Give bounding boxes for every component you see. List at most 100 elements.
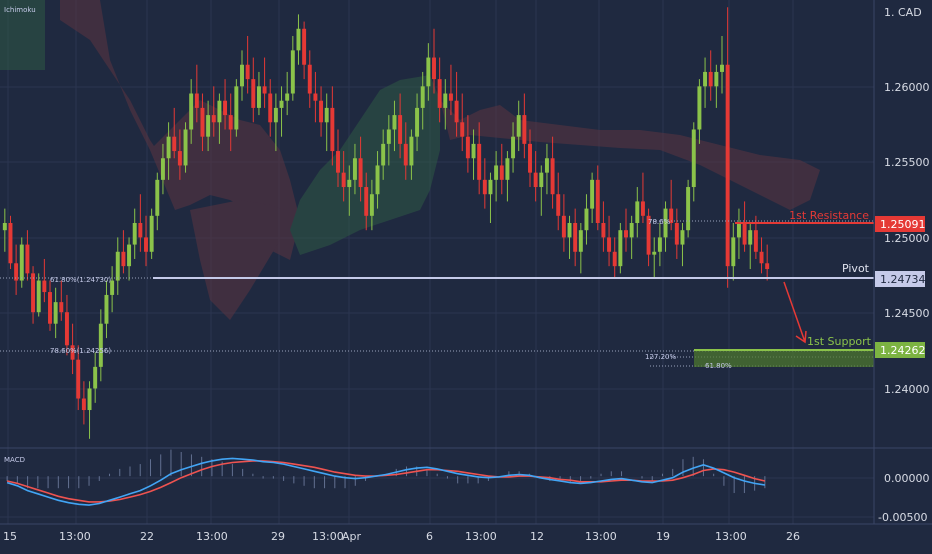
candle-body <box>505 158 510 180</box>
candle-body <box>273 107 278 123</box>
candle-body <box>2 223 7 231</box>
candle-body <box>759 251 764 264</box>
candle-body <box>471 143 476 159</box>
candle-body <box>725 64 730 267</box>
candle-body <box>528 143 532 173</box>
candle-body <box>460 122 465 137</box>
candle-body <box>8 223 13 264</box>
candle-body <box>268 93 273 123</box>
candle-body <box>691 129 696 188</box>
candle-body <box>206 115 211 137</box>
candle-body <box>432 57 436 80</box>
candle-body <box>25 244 30 274</box>
candle-body <box>443 93 448 108</box>
candle-body <box>302 28 307 65</box>
candle-body <box>403 143 408 166</box>
candle-body <box>595 179 600 223</box>
candle-body <box>494 165 499 180</box>
candle-body <box>488 179 493 195</box>
candle-body <box>256 86 261 108</box>
candle-body <box>708 71 713 87</box>
candle-body <box>144 237 148 252</box>
candle-body <box>409 136 414 166</box>
time-label: 26 <box>786 530 800 543</box>
candle-body <box>652 251 657 255</box>
candle-body <box>19 244 24 281</box>
candle-body <box>584 208 589 231</box>
candle-body <box>352 158 357 180</box>
candle-body <box>115 251 120 281</box>
candle-body <box>166 136 171 159</box>
candle-body <box>765 263 770 270</box>
candle-body <box>200 107 205 137</box>
candle-body <box>14 263 19 281</box>
candle-body <box>330 107 335 152</box>
candle-body <box>720 64 724 72</box>
candle-body <box>172 136 177 152</box>
candle-body <box>347 179 352 188</box>
candle-body <box>251 79 256 108</box>
support-price-tag <box>875 342 925 358</box>
candle-body <box>211 115 216 123</box>
candle-body <box>601 223 606 238</box>
candle-body <box>341 172 346 188</box>
candle-body <box>336 151 340 173</box>
candle-body <box>177 151 182 166</box>
candle-body <box>189 93 194 130</box>
pivot-price-text: 1.24734 <box>880 273 926 286</box>
resistance-price-tag <box>875 216 925 232</box>
candle-body <box>748 230 753 245</box>
candle-body <box>42 280 47 293</box>
candle-body <box>465 136 470 159</box>
candle-body <box>544 158 549 173</box>
candle-body <box>477 143 482 180</box>
candle-body <box>533 172 538 188</box>
candle-body <box>194 93 199 108</box>
candle-body <box>127 244 132 267</box>
arrow-head-icon <box>795 330 807 344</box>
candle-body <box>753 230 758 252</box>
candle-body <box>612 251 617 267</box>
candle-body <box>482 179 487 195</box>
candle-body <box>640 201 645 216</box>
macd-tick: 0.00000 <box>884 472 930 485</box>
time-label: 13:00 <box>312 530 344 543</box>
candle-body <box>573 223 578 252</box>
candle-body <box>358 158 363 188</box>
candle-body <box>590 179 595 209</box>
candle-body <box>437 79 442 108</box>
candle-body <box>516 115 521 137</box>
macd-tick: -0.00500 <box>878 511 927 524</box>
candle-body <box>736 223 741 238</box>
candle-body <box>686 187 691 231</box>
candle-body <box>392 115 397 130</box>
candle-body <box>234 86 239 130</box>
candlestick-series <box>2 7 770 439</box>
candle-body <box>93 366 98 389</box>
price-tick: 1.24500 <box>884 307 930 320</box>
candle-body <box>511 136 516 159</box>
support-zone <box>694 349 874 367</box>
candle-body <box>448 93 453 101</box>
candle-body <box>607 237 612 252</box>
candle-body <box>245 64 250 80</box>
candle-body <box>240 64 244 87</box>
ichimoku-cloud <box>0 0 820 320</box>
price-tick: 1.24000 <box>884 383 930 396</box>
candle-body <box>59 302 64 313</box>
candle-body <box>420 86 425 108</box>
pivot-price-tag <box>875 271 925 287</box>
price-axis: 1. CAD 1.26000 1.25500 1.25000 1.24500 1… <box>884 6 930 396</box>
resistance-label: 1st Resistance <box>789 209 869 222</box>
time-label: 13:00 <box>196 530 228 543</box>
price-tick: 1.25000 <box>884 232 930 245</box>
time-label: 13:00 <box>59 530 91 543</box>
candle-body <box>313 93 318 101</box>
candle-body <box>70 345 75 360</box>
candle-body <box>522 115 527 144</box>
candle-body <box>36 280 41 313</box>
macd-axis: 0.00000 -0.00500 <box>878 472 930 524</box>
candle-body <box>398 115 403 144</box>
